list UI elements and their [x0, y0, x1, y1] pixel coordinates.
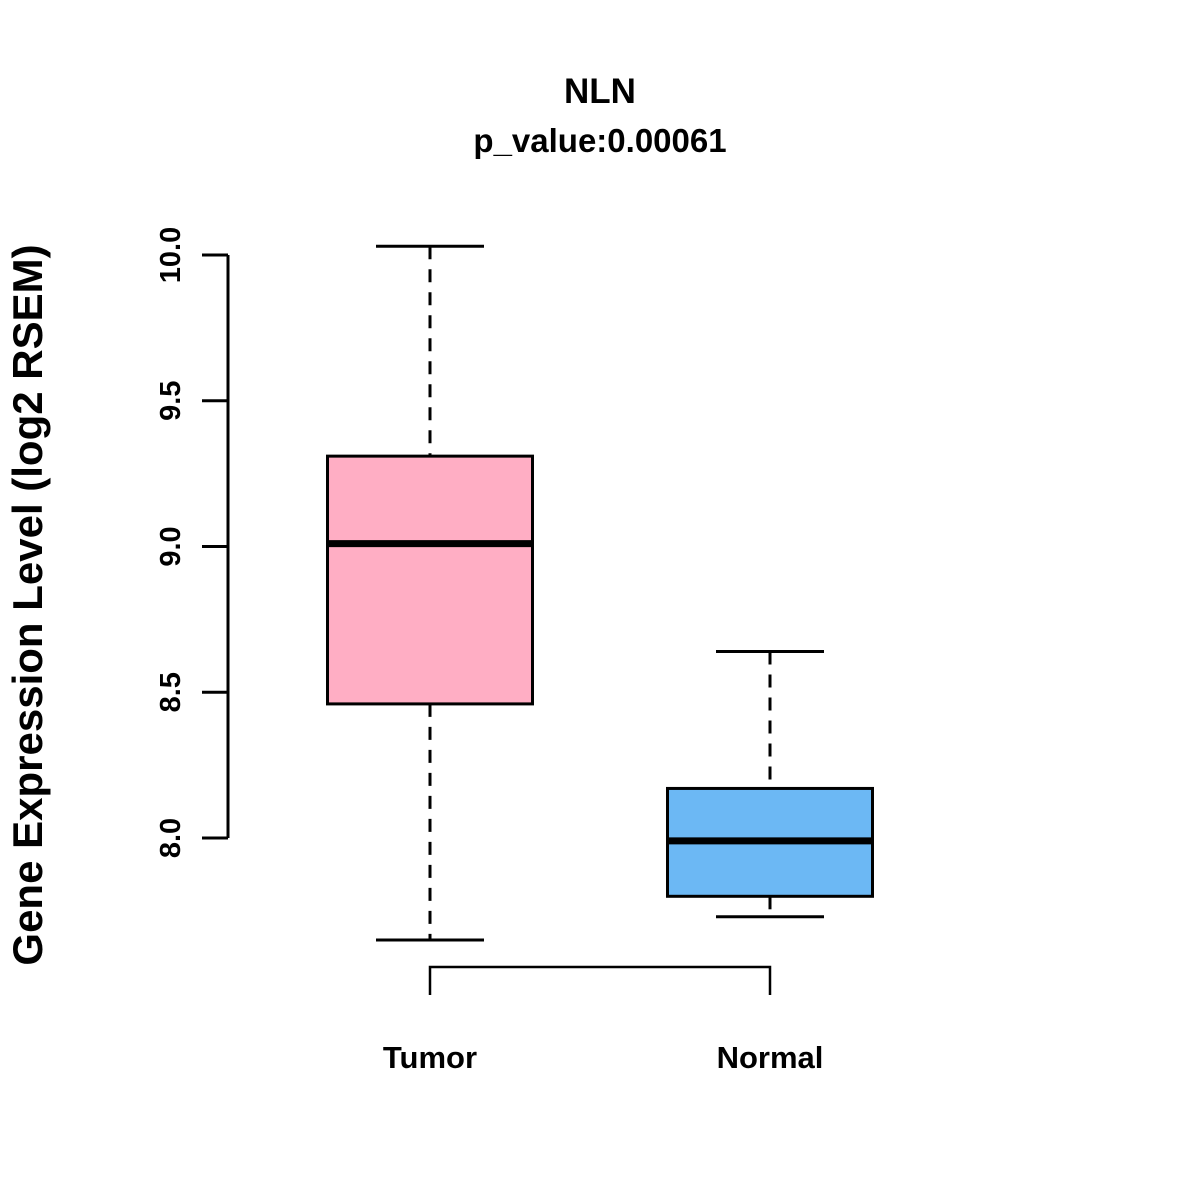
y-axis-tick-label: 8.0 — [155, 818, 187, 858]
comparison-bracket — [428, 965, 772, 995]
y-axis-label: Gene Expression Level (log2 RSEM) — [4, 244, 51, 965]
plot-layer: 8.0 8.5 9.0 9.5 10.0 — [155, 227, 874, 995]
chart-title: NLN — [564, 72, 636, 111]
y-axis-tick-label: 9.5 — [155, 381, 187, 421]
chart-subtitle-pvalue: p_value:0.00061 — [473, 122, 726, 159]
y-axis-tick-label: 8.5 — [155, 672, 187, 712]
x-label-tumor: Tumor — [383, 1040, 477, 1075]
iqr-box — [326, 454, 534, 706]
y-axis-tick-label: 10.0 — [155, 227, 187, 283]
box-group-tumor — [326, 244, 534, 942]
box-group-normal — [666, 649, 874, 919]
y-axis-tick-label: 9.0 — [155, 526, 187, 566]
x-label-normal: Normal — [717, 1040, 824, 1075]
